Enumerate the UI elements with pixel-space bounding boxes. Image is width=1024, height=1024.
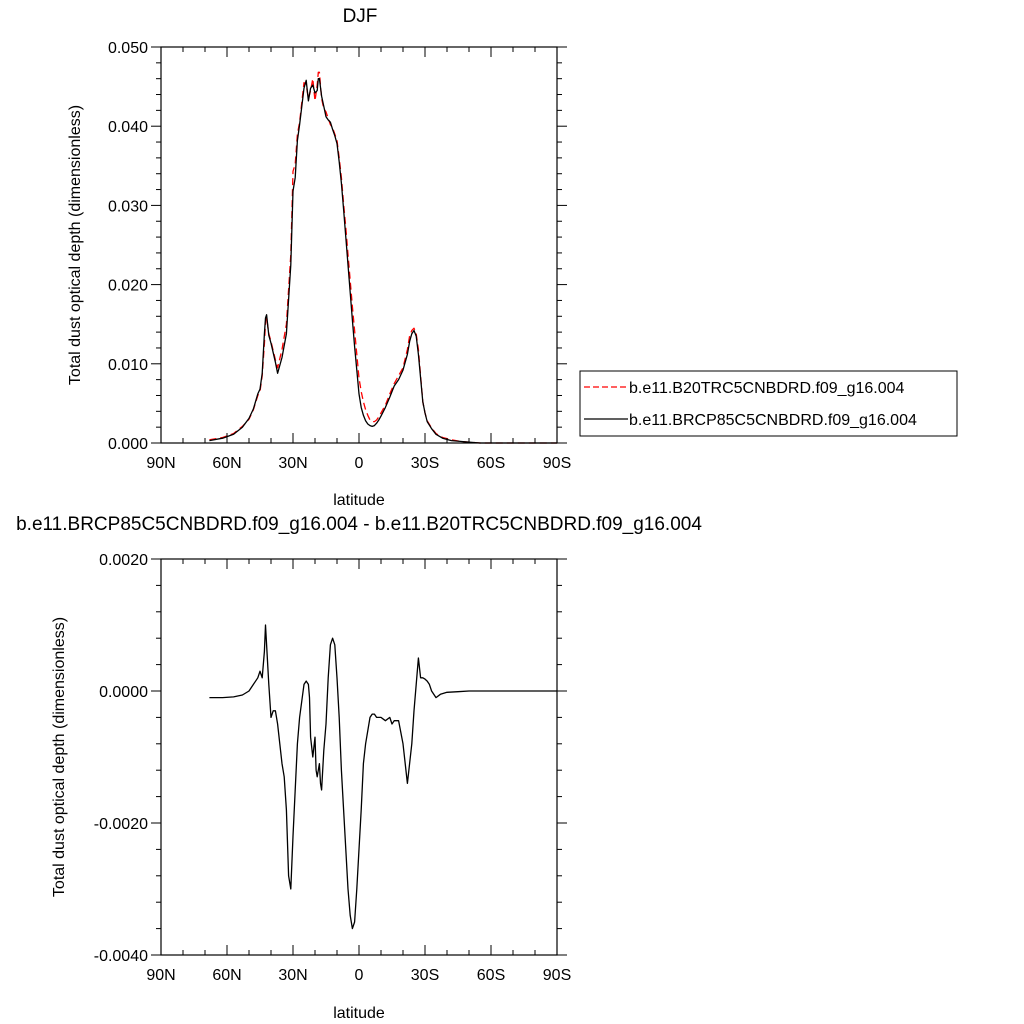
bottom-axes-layer: 90N 60N 30N 0 30S 60S 90S -0.0040 -0.0020 0.0000 0… (94, 552, 572, 984)
bottom-x-tick-label: 0 (355, 967, 364, 984)
top-y-tick-label: 0.040 (108, 119, 148, 136)
top-series-layer (209, 71, 557, 444)
top-x-tick-label: 60S (477, 455, 505, 472)
legend-label-b20trc: b.e11.B20TRC5CNBDRD.f09_g16.004 (629, 380, 905, 397)
bottom-y-tick-label: -0.0020 (94, 816, 148, 833)
top-series-line-0 (209, 71, 557, 444)
top-x-axis-label: latitude (333, 492, 385, 509)
legend: b.e11.B20TRC5CNBDRD.f09_g16.004 b.e11.BR… (579, 370, 958, 437)
top-series-line-1 (209, 78, 557, 444)
bottom-series-layer (209, 624, 557, 930)
legend-box (579, 370, 958, 437)
legend-label-brcp85: b.e11.BRCP85C5CNBDRD.f09_g16.004 (629, 412, 917, 429)
difference-panel: b.e11.BRCP85C5CNBDRD.f09_g16.004 - b.e11… (16, 514, 702, 1022)
bottom-chart-title: b.e11.BRCP85C5CNBDRD.f09_g16.004 - b.e11… (16, 514, 702, 535)
bottom-x-tick-label: 90N (146, 967, 175, 984)
top-y-tick-label: 0.030 (108, 198, 148, 215)
bottom-plot-frame (160, 558, 558, 956)
top-x-tick-label: 60N (212, 455, 241, 472)
djf-panel: DJF 90N 60N 30N 0 30S 60S 90S 0.000 0.010 0.020 0.… (67, 6, 958, 509)
top-y-axis-label: Total dust optical depth (dimensionless) (67, 105, 84, 385)
top-y-tick-label: 0.000 (108, 436, 148, 453)
bottom-y-tick-label: 0.0000 (99, 684, 148, 701)
top-y-tick-label: 0.020 (108, 278, 148, 295)
bottom-x-tick-label: 60N (212, 967, 241, 984)
bottom-x-tick-label: 30S (411, 967, 439, 984)
bottom-x-tick-label: 30N (278, 967, 307, 984)
bottom-x-tick-label: 90S (543, 967, 571, 984)
bottom-series-line-0 (209, 624, 557, 930)
bottom-x-axis-label: latitude (333, 1005, 385, 1022)
top-chart-title: DJF (343, 6, 378, 27)
top-y-tick-label: 0.010 (108, 357, 148, 374)
top-y-tick-label: 0.050 (108, 40, 148, 57)
top-x-tick-label: 90S (543, 455, 571, 472)
top-x-tick-label: 90N (146, 455, 175, 472)
bottom-y-tick-label: 0.0020 (99, 552, 148, 569)
bottom-y-tick-label: -0.0040 (94, 948, 148, 965)
top-x-tick-label: 30S (411, 455, 439, 472)
bottom-y-axis-label: Total dust optical depth (dimensionless) (51, 617, 68, 897)
top-axes-layer: 90N 60N 30N 0 30S 60S 90S 0.000 0.010 0.020 0.030 0… (108, 40, 571, 472)
top-x-tick-label: 30N (278, 455, 307, 472)
top-plot-frame (160, 46, 558, 444)
bottom-x-tick-label: 60S (477, 967, 505, 984)
top-x-tick-label: 0 (355, 455, 364, 472)
